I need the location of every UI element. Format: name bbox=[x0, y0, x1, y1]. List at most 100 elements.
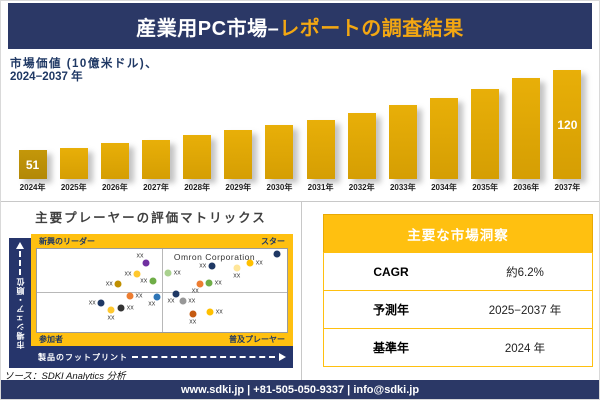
scatter-point bbox=[273, 250, 281, 258]
bar-chart-title-line1: 市場価値 (10億米ドル)、 bbox=[10, 58, 159, 70]
scatter-point: xx bbox=[246, 259, 263, 267]
x-axis-tick-label: 2031年 bbox=[307, 183, 334, 192]
footer-contact-bar: www.sdki.jp | +81-505-050-9337 | info@sd… bbox=[1, 380, 599, 399]
scatter-point-label: xx bbox=[135, 292, 143, 300]
scatter-point-label: xx bbox=[188, 297, 196, 305]
x-axis-tick-label: 2034年 bbox=[431, 183, 457, 192]
page-title: 産業用PC市場–レポートの調査結果 bbox=[136, 12, 463, 41]
matrix-y-axis: 市場シェア・順位 bbox=[9, 238, 31, 368]
bar-column: 2031年 bbox=[300, 70, 341, 194]
bar-column: 2034年 bbox=[423, 70, 464, 194]
bar-column: 2033年 bbox=[382, 70, 423, 194]
scatter-point-label: xx bbox=[107, 314, 115, 322]
source-note: ソース：SDKI Analytics 分析 bbox=[4, 371, 126, 382]
scatter-point: xx bbox=[117, 304, 134, 312]
x-axis-tick-label: 2036年 bbox=[513, 183, 540, 192]
scatter-point-label: xx bbox=[189, 318, 197, 326]
player-evaluation-matrix: 市場シェア・順位 新興のリーダー スター Omron Corporation x… bbox=[9, 234, 293, 368]
arrow-up-icon bbox=[16, 242, 24, 249]
quadrant-divider-horizontal bbox=[37, 291, 287, 293]
matrix-x-axis-label: 製品のフットプリント bbox=[38, 352, 128, 362]
bar-2037年: 120 bbox=[553, 70, 582, 179]
x-axis-tick-label: 2037年 bbox=[554, 183, 581, 192]
row-value: 2024 年 bbox=[504, 342, 546, 355]
scatter-point-label: xx bbox=[191, 287, 199, 295]
scatter-point: xx bbox=[125, 270, 141, 278]
bar-2034年 bbox=[429, 97, 458, 179]
scatter-point: xx bbox=[89, 299, 105, 307]
bar-2033年 bbox=[388, 104, 417, 179]
dashed-line-horizontal bbox=[132, 356, 275, 358]
table-row: CAGR 約6.2% bbox=[323, 252, 593, 291]
scatter-point-label: xx bbox=[105, 280, 113, 288]
bar-value-label: 51 bbox=[25, 157, 40, 172]
bar-chart-title: 市場価値 (10億米ドル)、 2024−2037 年 bbox=[10, 58, 158, 84]
x-axis-tick-label: 2035年 bbox=[472, 183, 499, 192]
bar-column: 2032年 bbox=[341, 70, 382, 194]
matrix-x-axis: 製品のフットプリント bbox=[31, 346, 293, 368]
scatter-point-label: xx bbox=[126, 304, 134, 312]
bar-column: 2030年 bbox=[259, 70, 300, 194]
x-axis-tick-label: 2024年 bbox=[19, 183, 46, 192]
scatter-point-label: xx bbox=[255, 259, 263, 267]
quadrant-labels-top: 新興のリーダー スター bbox=[39, 234, 285, 248]
bar-2032年 bbox=[347, 112, 376, 179]
bar-chart: 51 2024年 2025年 2026年 2027年 2028年 2029年 2030年 203… bbox=[12, 70, 588, 194]
table-row: 予測年 2025−2037 年 bbox=[323, 290, 593, 329]
x-axis-tick-label: 2030年 bbox=[266, 183, 293, 192]
bar-2027年 bbox=[141, 139, 170, 179]
bar-2035年 bbox=[471, 88, 500, 179]
matrix-title: 主要プレーヤーの評価マトリックス bbox=[35, 211, 267, 225]
bar-2025年 bbox=[59, 147, 88, 179]
horizontal-divider bbox=[1, 201, 599, 202]
row-label: 予測年 bbox=[372, 303, 409, 317]
scatter-point-label: xx bbox=[233, 272, 241, 280]
x-axis-tick-label: 2026年 bbox=[101, 183, 128, 192]
scatter-point-label: xx bbox=[215, 308, 223, 316]
scatter-point: xx bbox=[168, 290, 180, 305]
scatter-point-label: xx bbox=[167, 297, 175, 305]
scatter-point-label: xx bbox=[148, 300, 156, 308]
bar-column: 2025年 bbox=[53, 70, 94, 194]
arrow-right-icon bbox=[279, 353, 286, 361]
scatter-point-label: xx bbox=[173, 269, 181, 277]
quadrant-divider-vertical bbox=[162, 249, 163, 332]
scatter-point-label: xx bbox=[199, 262, 207, 270]
page-title-accent: レポートの調査結果 bbox=[279, 17, 464, 40]
x-axis-tick-label: 2027年 bbox=[143, 183, 169, 192]
insights-header: 主要な市場洞察 bbox=[323, 214, 593, 253]
bar-2029年 bbox=[224, 130, 253, 179]
bar-column: 2029年 bbox=[218, 70, 259, 194]
header-banner: 産業用PC市場–レポートの調査結果 bbox=[8, 3, 592, 49]
bar-column: 2026年 bbox=[94, 70, 135, 194]
bar-column: 120 2037年 bbox=[547, 70, 588, 194]
scatter-point: xx bbox=[126, 292, 143, 300]
bar-column: 2036年 bbox=[506, 70, 547, 194]
bar-column: 51 2024年 bbox=[12, 70, 53, 194]
scatter-point: xx bbox=[205, 279, 222, 287]
bar-2024年: 51 bbox=[18, 150, 47, 179]
quadrant-label-top-right: スター bbox=[261, 236, 285, 246]
x-axis-tick-label: 2029年 bbox=[225, 183, 252, 192]
scatter-point: xx bbox=[137, 252, 150, 267]
x-axis-tick-label: 2032年 bbox=[348, 183, 375, 192]
scatter-point: xx bbox=[233, 264, 241, 280]
quadrant-label-top-left: 新興のリーダー bbox=[39, 236, 95, 246]
row-value: 約6.2% bbox=[506, 266, 544, 279]
scatter-point: xx bbox=[140, 277, 157, 285]
bar-column: 2035年 bbox=[465, 70, 506, 194]
matrix-frame: 新興のリーダー スター Omron Corporation xx xx xx xx xx… bbox=[31, 234, 293, 346]
scatter-point: xx bbox=[107, 306, 115, 321]
bar-column: 2027年 bbox=[135, 70, 176, 194]
quadrant-label-bottom-left: 参加者 bbox=[39, 335, 63, 344]
bar-2028年 bbox=[183, 134, 212, 179]
dashed-line-vertical bbox=[19, 251, 21, 275]
scatter-point: xx bbox=[106, 280, 122, 288]
row-label: CAGR bbox=[373, 264, 409, 279]
bar-chart-title-line2: 2024−2037 年 bbox=[10, 71, 83, 83]
bar-column: 2028年 bbox=[177, 70, 218, 194]
scatter-point: xx bbox=[164, 269, 181, 277]
row-value: 2025−2037 年 bbox=[488, 304, 562, 317]
x-axis-tick-label: 2033年 bbox=[389, 183, 416, 192]
bar-value-label: 120 bbox=[557, 117, 578, 132]
